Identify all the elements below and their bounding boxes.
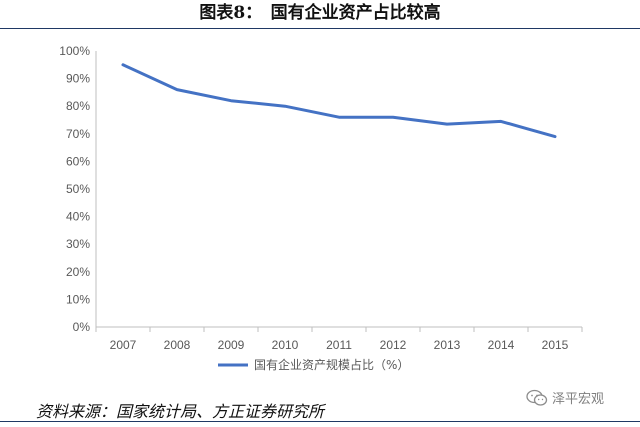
y-tick-label: 0%: [73, 320, 91, 334]
y-tick-label: 30%: [66, 237, 90, 251]
series-group: [121, 63, 557, 139]
y-tick-label: 50%: [66, 182, 90, 196]
x-tick-label: 2015: [542, 338, 569, 352]
y-tick-label: 10%: [66, 292, 90, 306]
y-tick-label: 90%: [66, 72, 90, 86]
y-axis: 0% 10% 20% 30% 40% 50% 60% 70% 80% 90% 100%: [59, 44, 90, 334]
x-tick-label: 2009: [218, 338, 245, 352]
x-tick-label: 2010: [272, 338, 299, 352]
legend: 国有企业资产规模占比（%）: [218, 357, 409, 372]
figure-title: 图表8： 国有企业资产占比较高: [199, 3, 441, 23]
x-tick-label: 2014: [488, 338, 515, 352]
x-tick-label: 2008: [164, 338, 191, 352]
legend-label: 国有企业资产规模占比（%）: [254, 357, 409, 372]
axis-lines: [95, 51, 583, 332]
y-tick-label: 80%: [66, 99, 90, 113]
bottom-divider: [0, 421, 640, 422]
watermark-text: 泽平宏观: [552, 392, 605, 407]
y-tick-label: 20%: [66, 265, 90, 279]
title-divider: [0, 28, 640, 29]
y-tick-label: 60%: [66, 154, 90, 168]
x-tick-label: 2012: [380, 338, 407, 352]
wechat-icon: [526, 389, 548, 406]
x-axis: 2007 2008 2009 2010 2011 2012 2013 2014 2015: [110, 338, 569, 352]
y-tick-label: 40%: [66, 210, 90, 224]
y-tick-label: 70%: [66, 127, 90, 141]
x-tick-label: 2007: [110, 338, 137, 352]
source-note: 资料来源：国家统计局、方正证券研究所: [36, 402, 325, 421]
x-tick-label: 2011: [326, 338, 352, 352]
x-tick-label: 2013: [434, 338, 461, 352]
series-line: [121, 63, 557, 139]
watermark: 泽平宏观: [526, 388, 604, 407]
y-tick-label: 100%: [59, 44, 90, 58]
